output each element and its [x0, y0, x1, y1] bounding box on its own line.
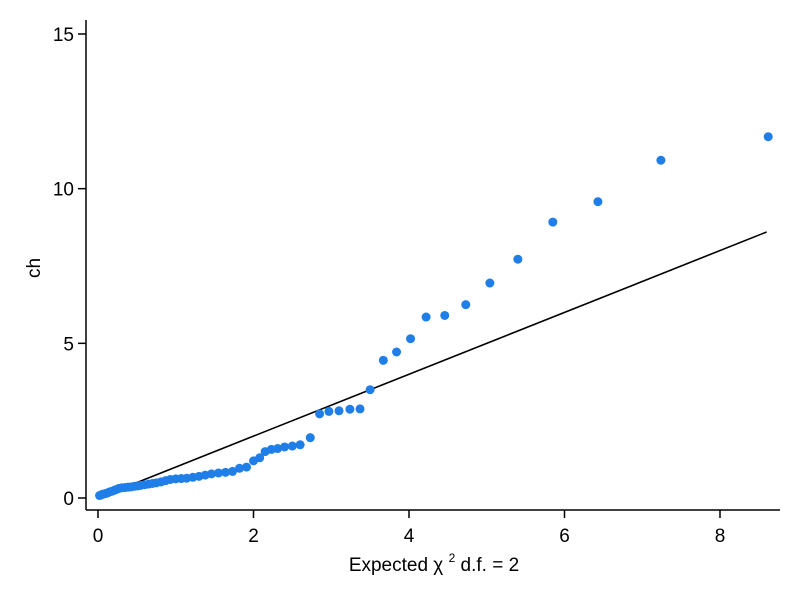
- x-tick-label: 8: [715, 526, 726, 547]
- data-point: [406, 334, 416, 344]
- x-axis-label: Expected χ 2 d.f. = 2: [349, 546, 519, 576]
- points-layer: [95, 132, 773, 501]
- data-point: [315, 409, 325, 419]
- reference-line: [99, 231, 767, 499]
- data-point: [593, 197, 603, 207]
- y-tick-label: 0: [63, 489, 74, 510]
- y-axis-label: ch: [24, 258, 45, 278]
- data-point: [228, 466, 238, 476]
- x-tick-label: 0: [93, 526, 104, 547]
- data-point: [461, 300, 471, 310]
- data-point: [421, 312, 431, 322]
- data-point: [392, 347, 402, 357]
- x-tick-label: 4: [404, 526, 415, 547]
- y-tick-label: 5: [63, 334, 74, 355]
- data-point: [324, 406, 334, 416]
- data-point: [280, 442, 290, 452]
- x-axis: 0 2 4 6 8: [86, 509, 780, 547]
- data-point: [440, 310, 450, 320]
- data-point: [365, 385, 375, 395]
- data-point: [334, 406, 344, 416]
- data-point: [378, 355, 388, 365]
- y-axis: 0 5 10 15: [53, 20, 87, 510]
- data-point: [656, 155, 666, 165]
- data-point: [305, 433, 315, 443]
- data-point: [287, 441, 297, 451]
- x-tick-label: 2: [248, 526, 259, 547]
- reference-line-layer: [99, 231, 767, 499]
- x-tick-label: 6: [559, 526, 570, 547]
- data-point: [221, 467, 231, 477]
- data-point: [273, 444, 283, 454]
- data-point: [235, 463, 245, 473]
- y-tick-label: 10: [53, 180, 74, 201]
- data-point: [548, 217, 558, 227]
- data-point: [242, 462, 252, 472]
- data-point: [485, 278, 495, 288]
- data-point: [763, 132, 773, 142]
- x-axis-label-main: Expected χ: [349, 555, 443, 576]
- data-point: [207, 469, 217, 479]
- data-point: [345, 404, 355, 414]
- data-point: [255, 453, 265, 463]
- data-point: [214, 468, 224, 478]
- x-axis-label-superscript: 2: [449, 551, 456, 565]
- data-point: [513, 254, 523, 264]
- data-point: [295, 440, 305, 450]
- data-point: [355, 404, 365, 414]
- y-tick-label: 15: [53, 25, 74, 46]
- x-axis-label-suffix: d.f. = 2: [461, 555, 520, 576]
